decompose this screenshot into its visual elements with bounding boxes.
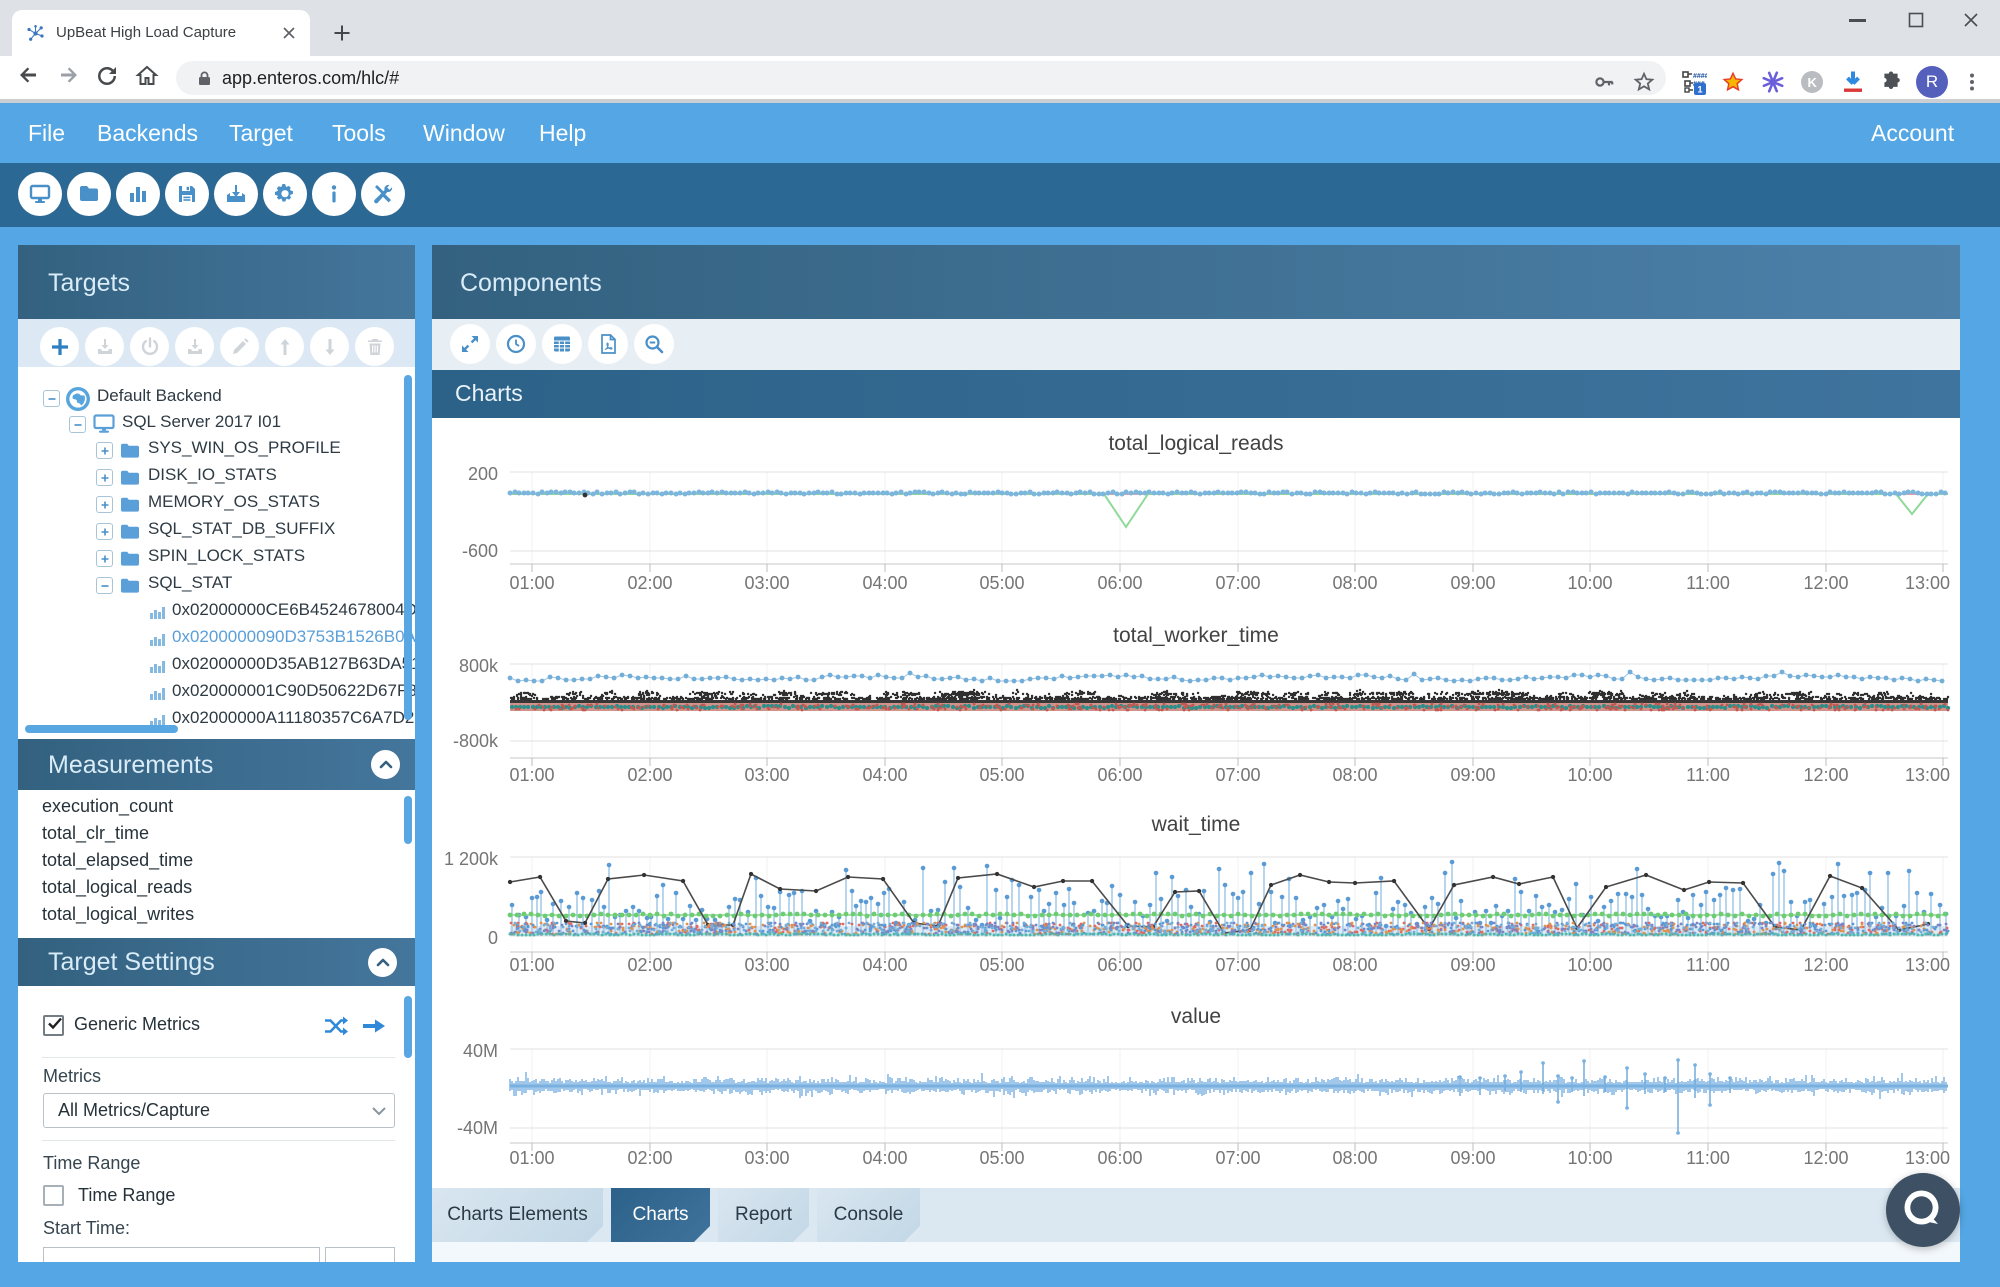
svg-text:05:00: 05:00 (979, 1148, 1024, 1168)
svg-text:08:00: 08:00 (1332, 765, 1377, 785)
svg-text:04:00: 04:00 (862, 1148, 907, 1168)
svg-text:12:00: 12:00 (1803, 1148, 1848, 1168)
svg-text:total_logical_reads: total_logical_reads (1108, 432, 1283, 455)
svg-text:10:00: 10:00 (1567, 955, 1612, 975)
svg-text:08:00: 08:00 (1332, 573, 1377, 593)
svg-text:11:00: 11:00 (1686, 1148, 1730, 1168)
svg-text:####: #### (1693, 73, 1707, 80)
svg-text:03:00: 03:00 (744, 955, 789, 975)
svg-text:-800k: -800k (453, 731, 499, 751)
svg-text:08:00: 08:00 (1332, 1148, 1377, 1168)
svg-text:02:00: 02:00 (627, 573, 672, 593)
svg-text:total_worker_time: total_worker_time (1113, 624, 1279, 647)
svg-text:07:00: 07:00 (1215, 955, 1260, 975)
svg-text:wait_time: wait_time (1151, 813, 1241, 836)
svg-text:06:00: 06:00 (1097, 1148, 1142, 1168)
svg-text:40M: 40M (463, 1041, 498, 1061)
svg-text:800k: 800k (459, 656, 499, 676)
svg-text:09:00: 09:00 (1450, 573, 1495, 593)
svg-text:1 200k: 1 200k (444, 849, 499, 869)
svg-text:07:00: 07:00 (1215, 1148, 1260, 1168)
svg-text:11:00: 11:00 (1686, 765, 1730, 785)
svg-text:05:00: 05:00 (979, 573, 1024, 593)
svg-text:13:00: 13:00 (1905, 1148, 1950, 1168)
svg-text:06:00: 06:00 (1097, 573, 1142, 593)
svg-text:01:00: 01:00 (509, 765, 554, 785)
svg-text:01:00: 01:00 (509, 955, 554, 975)
svg-text:10:00: 10:00 (1567, 1148, 1612, 1168)
svg-text:05:00: 05:00 (979, 765, 1024, 785)
svg-text:02:00: 02:00 (627, 765, 672, 785)
svg-text:11:00: 11:00 (1686, 573, 1730, 593)
svg-text:K: K (1808, 75, 1818, 90)
svg-text:11:00: 11:00 (1686, 955, 1730, 975)
svg-text:09:00: 09:00 (1450, 765, 1495, 785)
svg-text:04:00: 04:00 (862, 573, 907, 593)
svg-text:07:00: 07:00 (1215, 573, 1260, 593)
svg-text:09:00: 09:00 (1450, 1148, 1495, 1168)
svg-text:02:00: 02:00 (627, 1148, 672, 1168)
svg-text:01:00: 01:00 (509, 1148, 554, 1168)
svg-text:value: value (1171, 1005, 1221, 1028)
svg-text:12:00: 12:00 (1803, 573, 1848, 593)
svg-text:03:00: 03:00 (744, 1148, 789, 1168)
svg-text:03:00: 03:00 (744, 765, 789, 785)
svg-text:06:00: 06:00 (1097, 955, 1142, 975)
svg-text:10:00: 10:00 (1567, 573, 1612, 593)
svg-text:08:00: 08:00 (1332, 955, 1377, 975)
svg-text:01:00: 01:00 (509, 573, 554, 593)
svg-text:10:00: 10:00 (1567, 765, 1612, 785)
svg-text:0: 0 (488, 928, 498, 948)
svg-text:03:00: 03:00 (744, 573, 789, 593)
svg-text:13:00: 13:00 (1905, 955, 1950, 975)
svg-text:1: 1 (1698, 85, 1703, 95)
svg-text:12:00: 12:00 (1803, 765, 1848, 785)
svg-text:12:00: 12:00 (1803, 955, 1848, 975)
svg-text:06:00: 06:00 (1097, 765, 1142, 785)
svg-text:-40M: -40M (457, 1118, 498, 1138)
svg-text:04:00: 04:00 (862, 765, 907, 785)
svg-text:04:00: 04:00 (862, 955, 907, 975)
svg-text:07:00: 07:00 (1215, 765, 1260, 785)
svg-text:02:00: 02:00 (627, 955, 672, 975)
svg-text:13:00: 13:00 (1905, 765, 1950, 785)
svg-text:-600: -600 (462, 541, 498, 561)
svg-text:09:00: 09:00 (1450, 955, 1495, 975)
svg-text:05:00: 05:00 (979, 955, 1024, 975)
svg-text:200: 200 (468, 464, 498, 484)
svg-text:13:00: 13:00 (1905, 573, 1950, 593)
